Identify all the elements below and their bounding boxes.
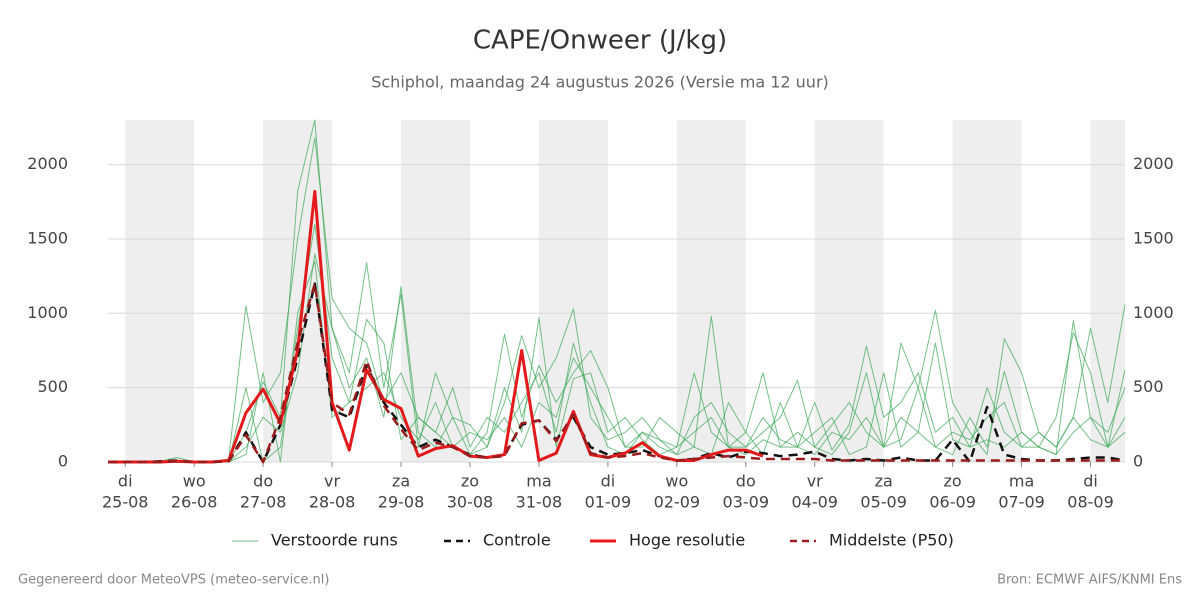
x-tick-label: ma: [1009, 472, 1034, 491]
x-tick-label: za: [875, 472, 893, 491]
y-tick-label: 2000: [27, 154, 68, 173]
y-tick-label: 0: [58, 452, 68, 471]
x-tick-date: 31-08: [516, 493, 563, 512]
y2-tick-label: 500: [1133, 377, 1164, 396]
x-tick-label: wo: [183, 472, 206, 491]
y2-tick-label: 1500: [1133, 228, 1174, 247]
x-tick-date: 29-08: [378, 493, 425, 512]
legend-label: Middelste (P50): [829, 531, 954, 550]
legend-item: Hoge resolutie: [590, 531, 745, 550]
x-tick-date: 04-09: [791, 493, 838, 512]
legend-item: Middelste (P50): [790, 531, 954, 550]
day-band: [1090, 120, 1125, 462]
x-tick-date: 25-08: [102, 493, 149, 512]
legend-label: Verstoorde runs: [271, 531, 398, 550]
x-tick-date: 26-08: [171, 493, 218, 512]
x-tick-date: 27-08: [240, 493, 287, 512]
x-tick-label: zo: [461, 472, 479, 491]
x-tick-label: wo: [665, 472, 688, 491]
x-tick-date: 03-09: [723, 493, 770, 512]
footer-left: Gegenereerd door MeteoVPS (meteo-service…: [18, 573, 329, 588]
x-tick-label: vr: [324, 472, 340, 491]
x-tick-label: zo: [944, 472, 962, 491]
x-tick-date: 07-09: [998, 493, 1045, 512]
ensemble-line: [108, 137, 1126, 463]
x-tick-label: do: [253, 472, 273, 491]
y-tick-label: 1000: [27, 303, 68, 322]
y2-tick-label: 2000: [1133, 154, 1174, 173]
legend-label: Controle: [483, 531, 551, 550]
x-tick-label: di: [1083, 472, 1098, 491]
x-tick-label: ma: [526, 472, 551, 491]
legend-item: Controle: [444, 531, 551, 550]
day-band: [125, 120, 195, 462]
ensemble-line: [108, 119, 1126, 463]
chart-subtitle: Schiphol, maandag 24 augustus 2026 (Vers…: [371, 73, 829, 92]
x-tick-label: vr: [807, 472, 823, 491]
x-tick-label: za: [392, 472, 410, 491]
y-tick-label: 500: [37, 377, 68, 396]
y2-tick-label: 1000: [1133, 303, 1174, 322]
ensemble-line: [108, 260, 1126, 463]
ensemble-line: [108, 253, 1126, 463]
chart-title: CAPE/Onweer (J/kg): [473, 26, 727, 56]
x-tick-label: di: [118, 472, 133, 491]
x-tick-date: 02-09: [654, 493, 701, 512]
x-tick-date: 06-09: [929, 493, 976, 512]
y-tick-label: 1500: [27, 228, 68, 247]
x-tick-date: 01-09: [585, 493, 632, 512]
x-tick-label: do: [736, 472, 756, 491]
x-tick-date: 05-09: [860, 493, 907, 512]
legend-item: Verstoorde runs: [232, 531, 398, 550]
x-tick-date: 08-09: [1067, 493, 1114, 512]
x-tick-label: di: [601, 472, 616, 491]
y2-tick-label: 0: [1133, 452, 1143, 471]
day-band: [401, 120, 470, 462]
day-band: [814, 120, 884, 462]
footer-right: Bron: ECMWF AIFS/KNMI Ens: [997, 573, 1182, 588]
legend-label: Hoge resolutie: [629, 531, 745, 550]
day-band: [952, 120, 1022, 462]
day-band: [676, 120, 746, 462]
x-tick-date: 28-08: [309, 493, 356, 512]
x-tick-date: 30-08: [447, 493, 494, 512]
